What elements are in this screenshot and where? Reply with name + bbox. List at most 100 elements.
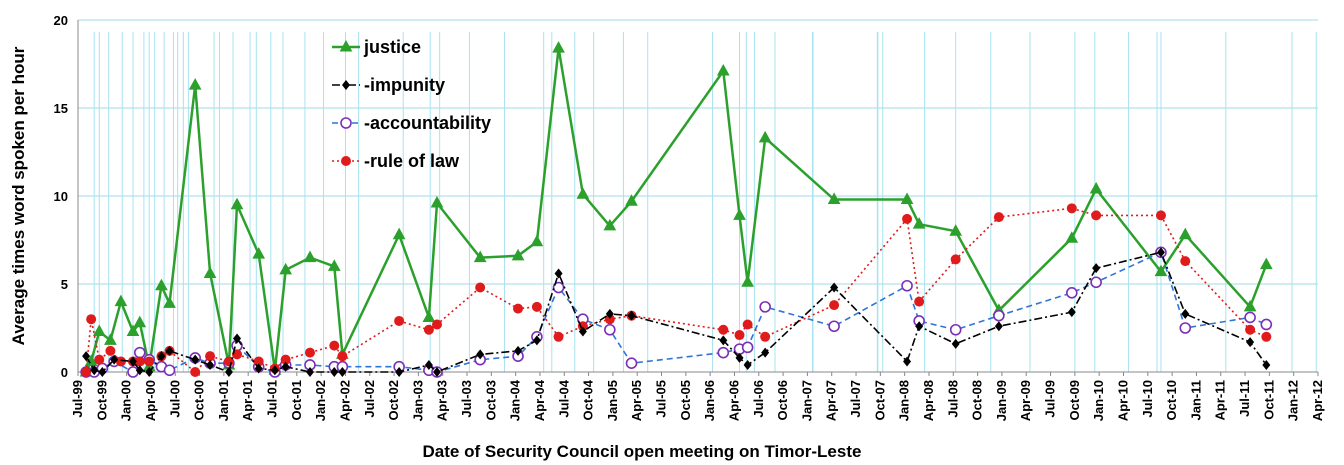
data-point-impunity <box>1156 247 1165 258</box>
data-point-justice <box>1178 227 1192 240</box>
data-point-accountability <box>1244 311 1256 324</box>
data-point-justice <box>203 266 217 278</box>
data-point-justice <box>576 187 590 199</box>
y-axis-label: Average times word spoken per hour <box>9 46 28 345</box>
data-point-impunity <box>605 308 614 319</box>
data-point-justice <box>716 64 730 76</box>
x-tick-label: Jan-06 <box>702 380 717 421</box>
data-point-justice <box>430 196 444 208</box>
series-line-justice <box>84 47 1268 373</box>
x-tick-label: Apr-05 <box>629 380 644 421</box>
data-point-justice <box>327 259 341 271</box>
data-point-impunity <box>761 347 770 358</box>
x-tick-label: Oct-04 <box>581 379 596 420</box>
data-point-justice <box>1154 264 1168 277</box>
data-point-justice <box>912 217 926 229</box>
data-point-rule-of-law <box>1066 203 1077 214</box>
x-tick-label: Oct-99 <box>94 380 109 420</box>
x-tick-label: Jul-00 <box>167 380 182 418</box>
data-point-rule-of-law <box>829 300 840 311</box>
y-tick-label: 5 <box>61 277 68 292</box>
data-point-rule-of-law <box>513 303 524 314</box>
data-point-rule-of-law <box>742 319 753 330</box>
data-point-impunity <box>129 356 138 367</box>
data-point-accountability <box>901 279 913 292</box>
data-point-rule-of-law <box>604 314 615 325</box>
x-tick-label: Jan-05 <box>605 380 620 421</box>
legend-label: justice <box>363 37 421 57</box>
data-point-accountability <box>993 309 1005 322</box>
data-point-rule-of-law <box>144 356 155 367</box>
data-point-impunity <box>270 365 279 376</box>
x-tick-label: Apr-06 <box>726 380 741 421</box>
y-tick-label: 0 <box>61 365 68 380</box>
data-point-impunity <box>1246 337 1255 348</box>
x-tick-label: Oct-06 <box>775 380 790 420</box>
data-point-rule-of-law <box>950 254 961 265</box>
x-tick-label: Jul-01 <box>265 380 280 418</box>
data-point-accountability <box>604 323 616 336</box>
data-point-impunity <box>254 363 263 374</box>
x-tick-label: Jul-10 <box>1140 380 1155 418</box>
legend-marker <box>342 80 350 90</box>
y-tick-labels: 0 5 10 15 20 <box>54 13 68 380</box>
x-tick-label: Jul-04 <box>556 379 571 417</box>
x-tick-label: Apr-04 <box>532 379 547 421</box>
data-point-rule-of-law <box>993 212 1004 223</box>
data-point-rule-of-law <box>86 314 97 325</box>
data-point-accountability <box>949 323 962 336</box>
data-point-rule-of-law <box>337 351 348 362</box>
data-point-impunity <box>951 338 960 349</box>
legend-label: -rule of law <box>364 151 460 171</box>
data-point-justice <box>625 194 638 206</box>
legend-item-rule-of-law: -rule of law <box>332 151 460 171</box>
data-point-impunity <box>135 365 144 376</box>
x-tick-labels: Jul-99 Oct-99 Jan-00 Apr-00 Jul-00 Oct-00 Jan-… <box>70 372 1325 421</box>
data-point-accountability <box>741 341 754 354</box>
data-point-impunity <box>157 351 166 362</box>
x-tick-label: Apr-07 <box>824 380 839 421</box>
data-point-impunity <box>735 352 744 363</box>
x-tick-label: Apr-10 <box>1115 380 1130 421</box>
data-point-impunity <box>305 367 314 377</box>
x-tick-label: Apr-02 <box>337 380 352 421</box>
data-point-rule-of-law <box>914 296 925 307</box>
y-tick-label: 10 <box>54 189 68 204</box>
data-point-justice <box>230 197 244 210</box>
data-point-accountability <box>163 364 176 377</box>
x-tick-label: Jan-08 <box>897 380 912 421</box>
x-tick-label: Jul-03 <box>459 380 474 418</box>
x-tick-label: Jan-07 <box>799 380 814 421</box>
data-point-rule-of-law <box>105 345 116 356</box>
data-point-accountability <box>127 366 139 378</box>
data-point-justice <box>949 224 963 236</box>
x-tick-label: Jan-11 <box>1188 380 1203 420</box>
data-point-rule-of-law <box>205 351 216 362</box>
x-tick-label: Jul-08 <box>945 380 960 418</box>
data-point-impunity <box>338 367 347 377</box>
data-point-justice <box>392 227 406 240</box>
legend: justice -impunity -accountability -rule of … <box>332 37 491 171</box>
data-point-accountability <box>1066 286 1078 299</box>
data-point-rule-of-law <box>718 324 729 335</box>
data-point-impunity <box>98 367 107 377</box>
x-tick-label: Apr-09 <box>1018 380 1033 421</box>
data-point-impunity <box>424 359 433 370</box>
data-point-accountability <box>552 281 565 294</box>
data-point-justice <box>733 208 746 220</box>
data-point-rule-of-law <box>1155 210 1166 221</box>
data-point-justice <box>104 333 117 345</box>
x-tick-label: Jan-01 <box>216 380 231 421</box>
data-point-rule-of-law <box>81 367 92 377</box>
y-tick-label: 15 <box>54 101 68 116</box>
data-point-impunity <box>554 268 563 279</box>
data-point-impunity <box>719 335 728 346</box>
series-rule-of-law <box>81 203 1272 377</box>
data-point-rule-of-law <box>280 354 291 365</box>
data-point-impunity <box>82 351 91 362</box>
data-point-impunity <box>532 335 541 346</box>
legend-item-impunity: -impunity <box>332 75 445 95</box>
data-point-justice <box>188 78 202 90</box>
x-tick-label: Jan-00 <box>119 380 134 421</box>
